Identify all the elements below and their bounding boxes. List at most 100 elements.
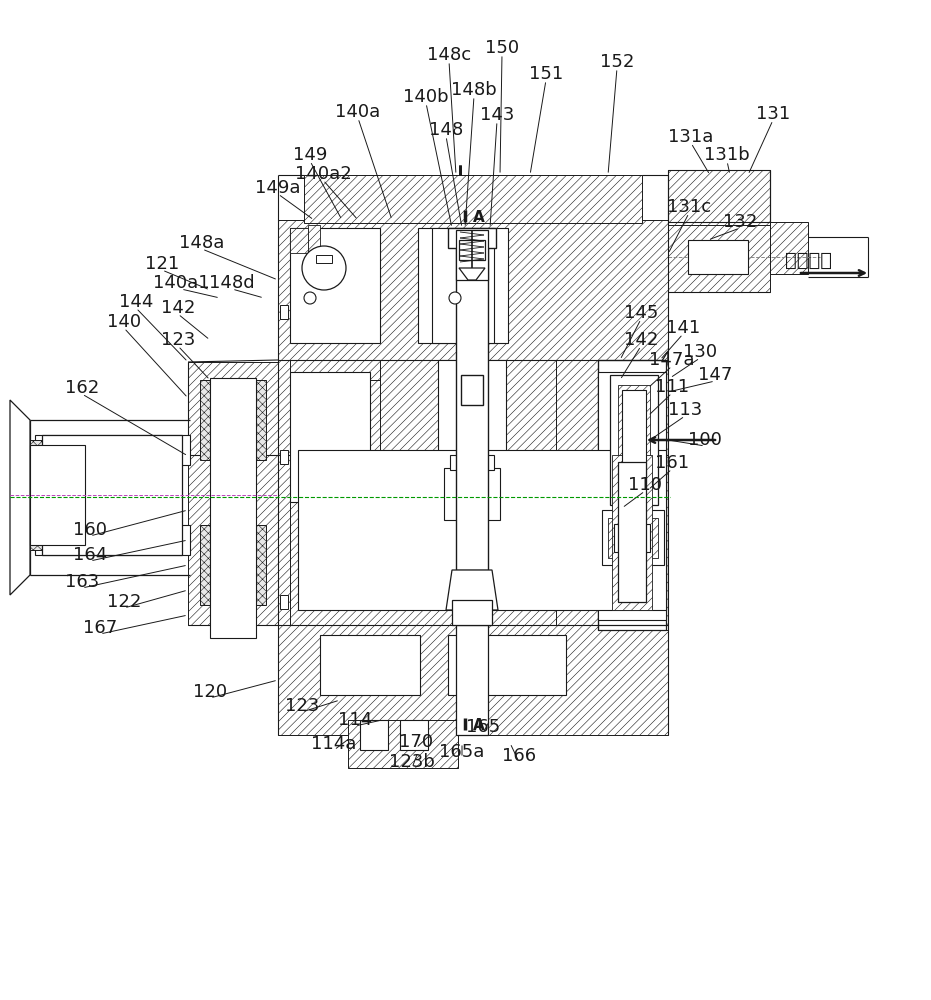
Bar — [210, 378, 256, 638]
Bar — [290, 228, 308, 253]
Bar — [618, 462, 646, 602]
Bar — [400, 720, 428, 750]
Bar — [622, 390, 646, 488]
Bar — [348, 720, 458, 768]
Bar — [316, 255, 332, 263]
Text: 111: 111 — [654, 378, 689, 396]
Bar — [668, 170, 770, 225]
Text: 149: 149 — [293, 146, 327, 164]
Text: 144: 144 — [119, 293, 154, 311]
Text: 148: 148 — [429, 121, 463, 139]
Text: 140a1: 140a1 — [153, 274, 209, 292]
Text: 148c: 148c — [427, 46, 471, 64]
Text: A: A — [473, 718, 485, 732]
Bar — [461, 375, 483, 405]
Bar — [30, 440, 88, 550]
Text: 120: 120 — [193, 683, 227, 701]
Bar — [459, 240, 485, 260]
Text: 152: 152 — [600, 53, 634, 71]
Bar — [448, 228, 496, 248]
Text: 142: 142 — [624, 331, 658, 349]
Text: 110: 110 — [628, 476, 662, 494]
Polygon shape — [459, 268, 485, 280]
Text: 114: 114 — [338, 711, 372, 729]
Text: 131a: 131a — [668, 128, 714, 146]
Text: 141: 141 — [666, 319, 700, 337]
Circle shape — [304, 292, 316, 304]
Text: 147a: 147a — [649, 351, 695, 369]
Text: 149a: 149a — [255, 179, 301, 197]
Text: 123b: 123b — [389, 753, 435, 771]
Bar — [612, 455, 652, 610]
Bar — [278, 625, 668, 735]
Bar — [42, 435, 182, 555]
Bar — [688, 240, 748, 274]
Text: 123: 123 — [161, 331, 196, 349]
Text: 148b: 148b — [452, 81, 497, 99]
Text: 165: 165 — [466, 718, 500, 736]
Bar — [444, 468, 500, 520]
Bar — [30, 445, 85, 545]
Bar — [438, 360, 506, 480]
Text: 151: 151 — [529, 65, 563, 83]
Bar — [456, 230, 488, 280]
Bar — [602, 510, 664, 565]
Bar — [598, 360, 668, 630]
Text: 132: 132 — [722, 213, 757, 231]
Text: 165a: 165a — [439, 743, 485, 761]
Text: 167: 167 — [83, 619, 117, 637]
Text: 至共轨管: 至共轨管 — [785, 250, 831, 269]
Bar — [456, 230, 488, 570]
Bar — [278, 220, 668, 360]
Text: 166: 166 — [502, 747, 536, 765]
Bar — [668, 222, 770, 292]
Text: 147: 147 — [698, 366, 732, 384]
Text: 140: 140 — [107, 313, 142, 331]
Bar — [320, 635, 420, 695]
Bar — [308, 225, 320, 253]
Bar — [298, 450, 666, 610]
Text: 164: 164 — [73, 546, 107, 564]
Text: 148d: 148d — [209, 274, 255, 292]
Bar — [278, 360, 668, 625]
Bar — [614, 524, 650, 552]
Text: 131c: 131c — [667, 198, 711, 216]
Polygon shape — [446, 570, 498, 610]
Bar — [280, 305, 288, 319]
Bar — [598, 360, 666, 630]
Bar — [280, 595, 288, 609]
Bar — [432, 228, 494, 343]
Bar — [290, 228, 380, 343]
Bar — [35, 435, 190, 465]
Text: 114a: 114a — [311, 735, 357, 753]
Bar — [200, 525, 266, 605]
Text: 140b: 140b — [403, 88, 449, 106]
Text: 145: 145 — [624, 304, 658, 322]
Bar — [304, 175, 642, 223]
Text: 131b: 131b — [704, 146, 749, 164]
Text: 148a: 148a — [180, 234, 224, 252]
Bar — [448, 635, 566, 695]
Text: 122: 122 — [107, 593, 142, 611]
Text: 100: 100 — [688, 431, 722, 449]
Polygon shape — [10, 400, 30, 595]
Bar — [200, 380, 266, 460]
Text: 160: 160 — [73, 521, 107, 539]
Text: 162: 162 — [65, 379, 99, 397]
Bar — [452, 600, 492, 625]
Bar — [456, 625, 488, 735]
Text: 121: 121 — [145, 255, 179, 273]
Text: 140a: 140a — [335, 103, 381, 121]
Text: 123: 123 — [285, 697, 319, 715]
Text: 170: 170 — [399, 733, 433, 751]
Text: 150: 150 — [485, 39, 519, 57]
Bar — [188, 362, 278, 625]
Bar — [608, 518, 658, 558]
Text: 140a2: 140a2 — [294, 165, 351, 183]
Circle shape — [449, 292, 461, 304]
Text: 163: 163 — [65, 573, 99, 591]
Text: 130: 130 — [683, 343, 717, 361]
Bar — [35, 525, 190, 555]
Text: 142: 142 — [161, 299, 196, 317]
Bar — [360, 720, 388, 750]
